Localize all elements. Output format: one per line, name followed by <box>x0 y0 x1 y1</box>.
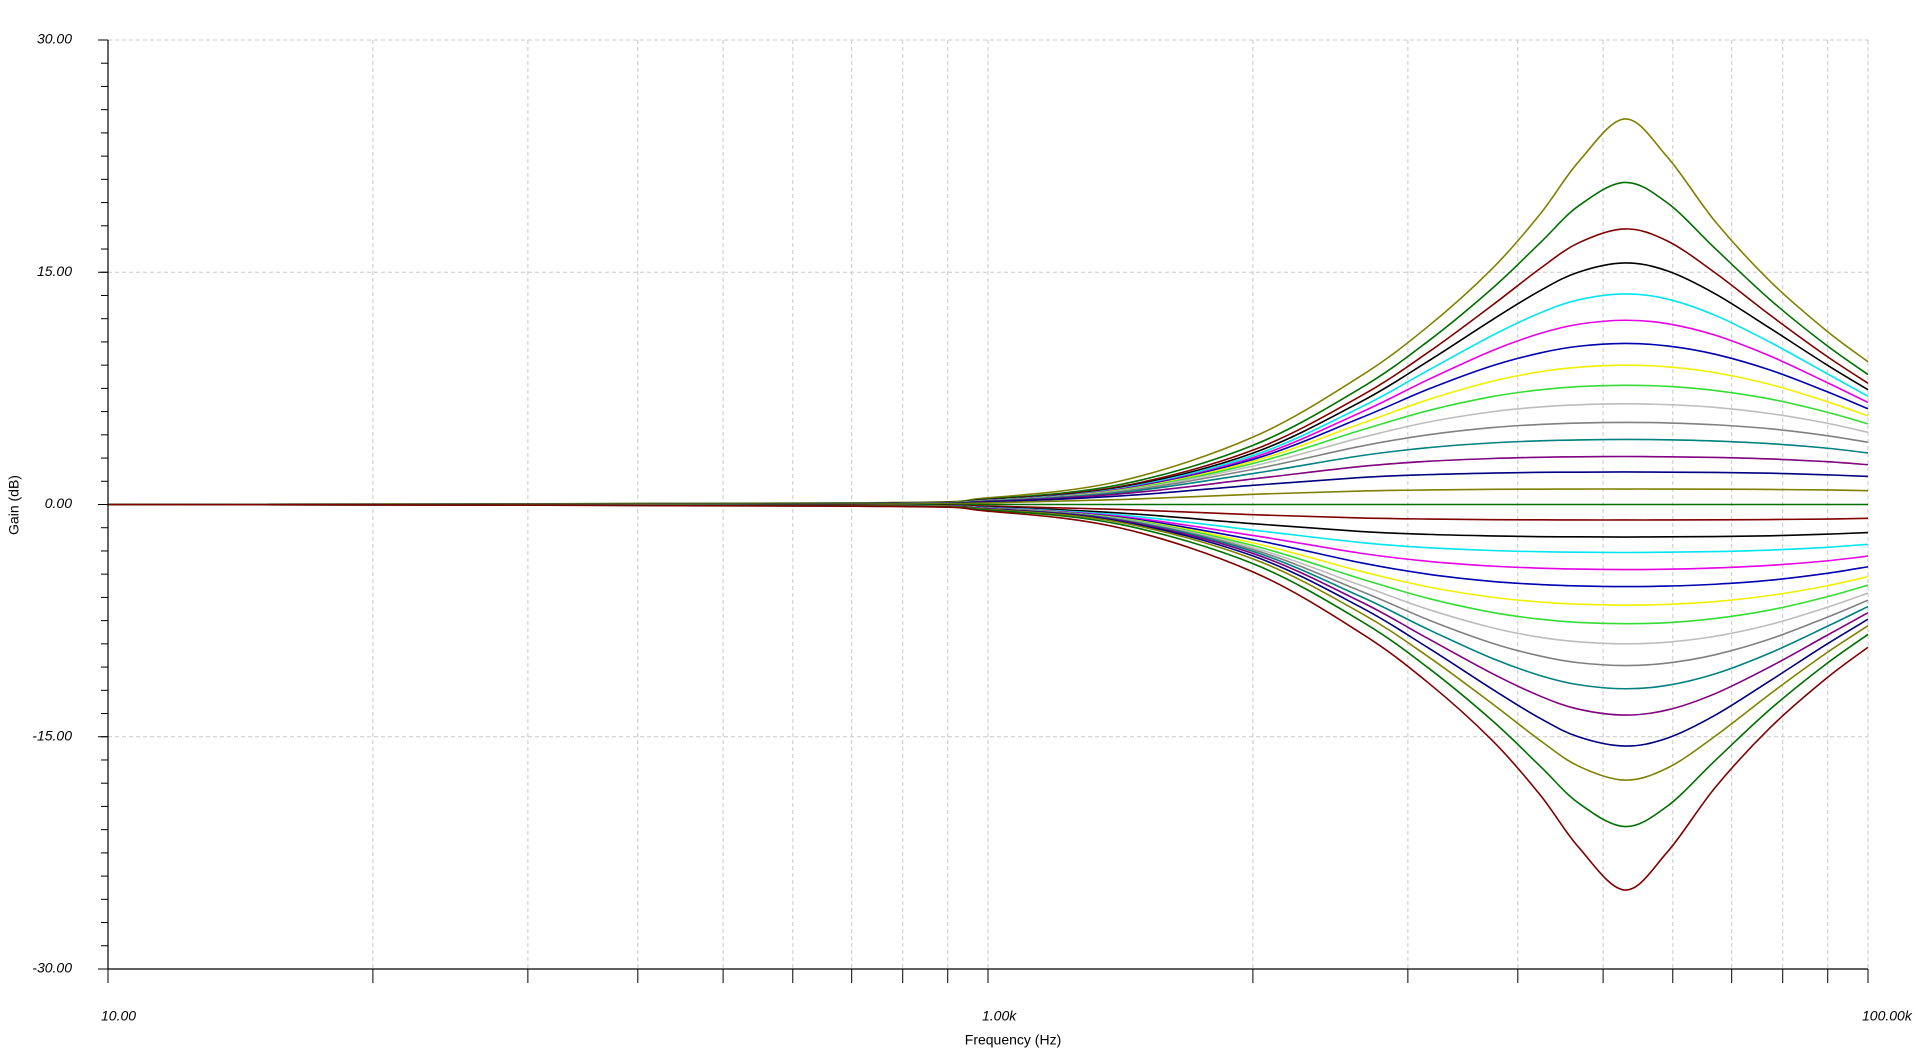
x-axis-title: Frequency (Hz) <box>965 1032 1061 1048</box>
curve <box>107 503 1869 891</box>
y-axis-title: Gain (dB) <box>6 475 22 535</box>
x-tick-label: 100.00k <box>1862 1008 1913 1024</box>
curve <box>107 342 1869 506</box>
curve <box>107 503 1869 625</box>
y-tick-label: -30.00 <box>32 960 72 976</box>
axes: 10.00 1.00k 100.00k -30.00 -15.00 0.00 15.00 30… <box>32 31 1913 1024</box>
x-tick-label: 1.00k <box>982 1008 1017 1024</box>
y-tick-label: 15.00 <box>37 263 72 279</box>
y-tick-label: 30.00 <box>37 31 72 47</box>
curves <box>107 118 1869 891</box>
curve <box>107 384 1869 506</box>
curve <box>107 503 1869 667</box>
x-tick-label: 10.00 <box>101 1008 136 1024</box>
y-tick-label: 0.00 <box>45 495 72 511</box>
y-tick-label: -15.00 <box>32 727 72 743</box>
